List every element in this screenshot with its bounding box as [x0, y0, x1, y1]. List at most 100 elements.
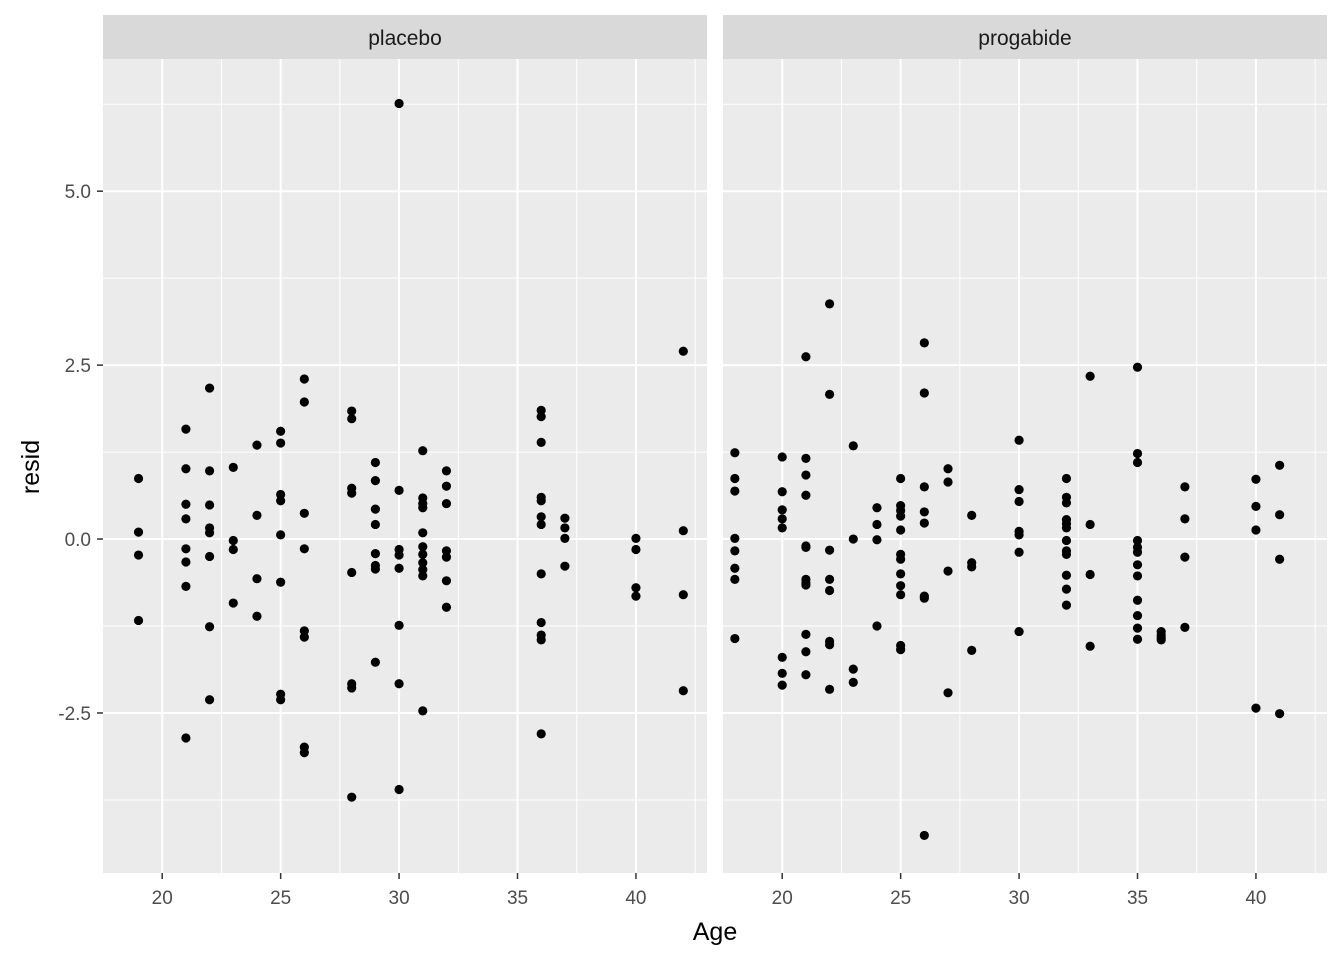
facet-strip — [103, 15, 707, 59]
data-point — [848, 677, 858, 687]
data-point — [777, 680, 787, 690]
data-point — [1085, 641, 1095, 651]
data-point — [536, 617, 546, 628]
data-point — [896, 554, 906, 564]
data-point — [1061, 535, 1072, 546]
data-point — [1180, 482, 1190, 492]
facet-label: progabide — [978, 27, 1071, 50]
data-point — [678, 590, 688, 600]
data-point — [204, 528, 215, 538]
data-point — [631, 533, 641, 543]
data-point — [536, 512, 546, 522]
data-point — [133, 615, 144, 626]
data-point — [967, 645, 977, 655]
data-point — [204, 622, 215, 632]
data-point — [1132, 547, 1143, 557]
data-point — [441, 498, 452, 509]
data-point — [896, 590, 906, 600]
data-point — [228, 598, 238, 608]
data-point — [441, 466, 452, 476]
data-point — [872, 535, 882, 545]
data-point — [1132, 623, 1143, 633]
data-point — [801, 470, 811, 480]
data-point — [228, 535, 238, 546]
data-point — [276, 438, 286, 448]
data-point — [631, 583, 641, 593]
data-point — [1061, 523, 1072, 533]
data-point — [370, 457, 380, 468]
data-point — [1275, 709, 1285, 719]
data-point — [1014, 435, 1024, 445]
data-point — [1014, 530, 1024, 540]
data-point — [252, 440, 262, 450]
data-point — [1014, 496, 1024, 507]
data-point — [347, 567, 357, 578]
data-point — [1061, 570, 1072, 580]
data-point — [418, 549, 428, 559]
data-point — [418, 706, 428, 716]
data-point — [1251, 501, 1261, 511]
data-point — [730, 574, 740, 585]
data-point — [347, 792, 357, 802]
x-tick-label: 30 — [389, 888, 410, 909]
data-point — [228, 462, 238, 472]
data-point — [299, 544, 309, 554]
data-point — [1132, 571, 1143, 581]
data-point — [730, 533, 740, 543]
data-point — [204, 466, 215, 476]
panel-background — [103, 59, 707, 873]
data-point — [181, 557, 191, 567]
data-point — [824, 545, 835, 555]
data-point — [801, 352, 811, 362]
data-point — [1275, 460, 1285, 470]
data-point — [678, 346, 688, 356]
data-point — [824, 574, 835, 585]
data-point — [370, 476, 380, 486]
data-point — [394, 620, 404, 630]
y-axis-title: resid — [17, 440, 45, 494]
data-point — [1014, 485, 1024, 495]
data-point — [418, 558, 428, 568]
data-point — [394, 563, 404, 573]
data-point — [1180, 622, 1190, 633]
data-point — [1061, 549, 1072, 559]
data-point — [943, 477, 953, 487]
data-point — [536, 635, 546, 645]
data-point — [919, 518, 929, 528]
data-point — [777, 514, 787, 524]
data-point — [370, 504, 380, 514]
data-point — [896, 525, 906, 535]
data-point — [777, 652, 787, 662]
x-tick-label: 25 — [270, 888, 291, 909]
data-point — [299, 748, 309, 758]
x-tick-label: 40 — [625, 888, 646, 909]
data-point — [228, 544, 238, 555]
data-point — [872, 621, 882, 631]
data-point — [370, 564, 380, 574]
data-point — [181, 499, 191, 509]
data-point — [181, 733, 191, 743]
data-point — [1251, 525, 1261, 535]
data-point — [560, 533, 570, 543]
data-point — [299, 374, 309, 384]
data-point — [1085, 519, 1095, 530]
data-point — [347, 488, 357, 498]
data-point — [801, 629, 811, 639]
data-point — [919, 338, 929, 348]
data-point — [1061, 600, 1072, 610]
data-point — [370, 549, 380, 559]
data-point — [631, 544, 641, 555]
y-tick-label: 0.0 — [65, 530, 91, 551]
data-point — [276, 426, 286, 436]
data-point — [872, 503, 882, 513]
x-tick-label: 20 — [772, 888, 793, 909]
data-point — [536, 496, 546, 506]
data-point — [801, 647, 811, 657]
data-point — [678, 526, 688, 536]
data-point — [967, 510, 977, 520]
data-point — [1132, 448, 1143, 459]
data-point — [204, 695, 215, 705]
data-point — [1251, 703, 1261, 713]
data-point — [1132, 535, 1143, 546]
